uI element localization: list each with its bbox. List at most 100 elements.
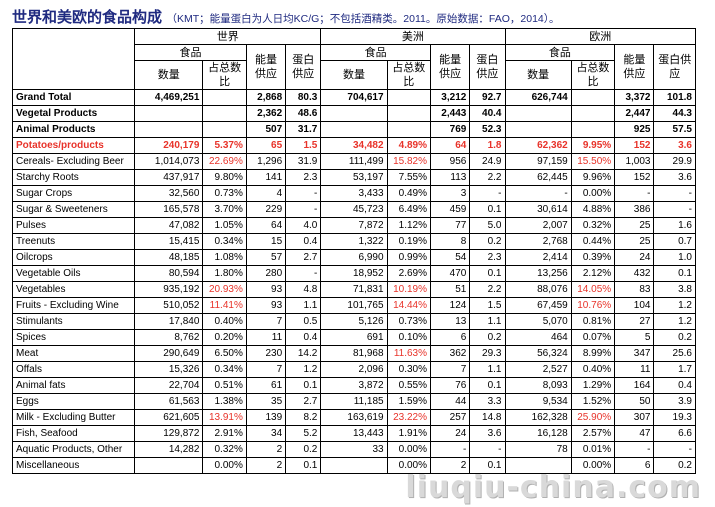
table-cell: 2.3	[469, 249, 506, 266]
table-cell: 5.0	[469, 217, 506, 234]
table-cell: 1.52%	[570, 393, 616, 410]
table-cell: 0.4	[653, 377, 696, 394]
table-cell: 0.40%	[570, 361, 616, 378]
table-cell: 347	[614, 345, 655, 362]
table-cell: 11	[245, 329, 287, 346]
table-cell: 13	[430, 313, 471, 330]
table-cell: 3.9	[653, 393, 696, 410]
table-cell: 3,872	[320, 377, 388, 394]
table-cell: 1.5	[469, 297, 506, 314]
table-cell: 0.2	[285, 441, 322, 458]
table-cell: 25.90%	[570, 409, 616, 426]
table-cell: 10.76%	[570, 297, 616, 314]
table-cell: 80,594	[134, 265, 204, 282]
table-cell: 2,768	[504, 233, 572, 250]
row-label: Offals	[11, 361, 136, 378]
table-cell: 65	[245, 137, 287, 154]
table-row: Animal fats 22,704 0.51% 61 0.1 3,872 0.55% 76 0…	[11, 377, 696, 394]
table-row: Potatoes/products 240,179 5.37% 65 1.5 34,482…	[11, 137, 696, 154]
table-cell	[570, 105, 616, 122]
table-cell: 626,744	[504, 89, 572, 106]
table-row: Spices 8,762 0.20% 11 0.4 691 0.10% 6 0.2 464 0.07…	[11, 329, 696, 346]
table-cell: 1.1	[285, 297, 322, 314]
table-cell: 3,212	[430, 89, 471, 106]
table-cell: 1,003	[614, 153, 655, 170]
table-cell: 40.4	[469, 105, 506, 122]
table-cell: 1.38%	[202, 393, 247, 410]
table-cell: 18,952	[320, 265, 388, 282]
table-row: Sugar Crops 32,560 0.73% 4-3,433 0.49% 3- -0.0…	[11, 185, 696, 202]
table-cell: 2.12%	[570, 265, 616, 282]
food-header: 食品	[134, 44, 247, 61]
table-cell: 7,872	[320, 217, 388, 234]
table-cell: 1.80%	[202, 265, 247, 282]
table-cell: 2.2	[469, 281, 506, 298]
table-cell: 2,007	[504, 217, 572, 234]
table-cell: 111,499	[320, 153, 388, 170]
row-label: Animal Products	[11, 121, 136, 138]
table-cell: 0.1	[653, 265, 696, 282]
table-cell: 14.05%	[570, 281, 616, 298]
protein-header: 蛋白供应	[285, 44, 322, 90]
table-cell: 0.00%	[570, 457, 616, 474]
table-cell: 459	[430, 201, 471, 218]
table-cell: 11.63%	[386, 345, 432, 362]
region-world: 世界	[134, 28, 322, 45]
table-cell: 280	[245, 265, 287, 282]
table-cell	[134, 121, 204, 138]
table-cell: 152	[614, 137, 655, 154]
table-row: Vegetal Products 2,362 48.6 2,443 40.4 2,447 4…	[11, 105, 696, 122]
table-cell: 56,324	[504, 345, 572, 362]
table-cell: 24	[614, 249, 655, 266]
table-cell: 6	[614, 457, 655, 474]
table-cell: 92.7	[469, 89, 506, 106]
table-cell	[320, 121, 388, 138]
table-cell: 5.2	[285, 425, 322, 442]
table-cell: 2.3	[285, 169, 322, 186]
table-cell: 7.55%	[386, 169, 432, 186]
row-label: Animal fats	[11, 377, 136, 394]
table-cell: 0.34%	[202, 233, 247, 250]
table-cell: 165,578	[134, 201, 204, 218]
row-label: Potatoes/products	[11, 137, 136, 154]
table-cell: 386	[614, 201, 655, 218]
table-row: Fruits - Excluding Wine 510,052 11.41% 93 1.…	[11, 297, 696, 314]
table-cell: 9.95%	[570, 137, 616, 154]
table-cell: 35	[245, 393, 287, 410]
table-cell: 0.00%	[386, 441, 432, 458]
table-cell: 0.7	[653, 233, 696, 250]
table-cell: -	[285, 185, 322, 202]
table-cell: 16,128	[504, 425, 572, 442]
table-cell: 31.9	[285, 153, 322, 170]
region-header-row: 世界 美洲 欧洲	[11, 28, 696, 90]
table-cell: 9,534	[504, 393, 572, 410]
table-cell: 0.1	[469, 201, 506, 218]
quantity-header: 数量	[134, 60, 204, 90]
table-cell: 54	[430, 249, 471, 266]
table-cell: 15,415	[134, 233, 204, 250]
table-cell: 4,469,251	[134, 89, 204, 106]
table-cell: 2	[245, 441, 287, 458]
table-cell: 53,197	[320, 169, 388, 186]
table-cell: 2,447	[614, 105, 655, 122]
table-cell: 6.6	[653, 425, 696, 442]
table-row: Animal Products 507 31.7 769 52.3 925 57.5	[11, 121, 696, 138]
table-cell: 15	[245, 233, 287, 250]
table-cell: 2.91%	[202, 425, 247, 442]
table-cell: 0.73%	[202, 185, 247, 202]
table-cell: 67,459	[504, 297, 572, 314]
table-cell: 0.00%	[570, 185, 616, 202]
table-cell: 22.69%	[202, 153, 247, 170]
table-cell: 93	[245, 281, 287, 298]
table-cell: 45,723	[320, 201, 388, 218]
table-cell: -	[285, 201, 322, 218]
table-cell: 2.2	[469, 169, 506, 186]
table-cell: 6.49%	[386, 201, 432, 218]
watermark: liuqiu-china.com	[405, 470, 701, 505]
table-cell: 0.20%	[202, 329, 247, 346]
row-label: Pulses	[11, 217, 136, 234]
table-cell: 4.89%	[386, 137, 432, 154]
table-cell: 64	[245, 217, 287, 234]
table-cell: 925	[614, 121, 655, 138]
table-row: Fish, Seafood 129,872 2.91% 34 5.2 13,443 1.91…	[11, 425, 696, 442]
